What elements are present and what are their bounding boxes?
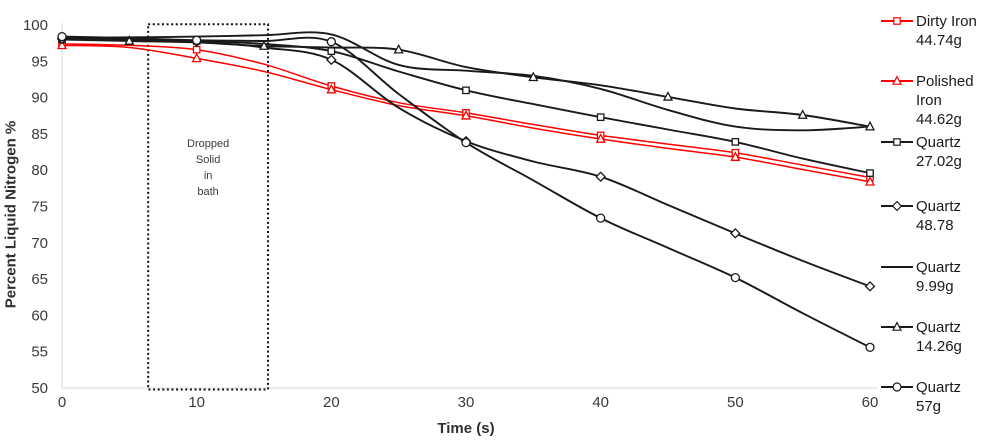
annotation-box (147, 23, 270, 391)
diamond-marker-icon (326, 54, 337, 66)
triangle-marker-icon (326, 83, 337, 94)
square-marker-icon (893, 17, 901, 25)
annotation-text: Solid (196, 154, 220, 166)
legend-label: Quartz 48.78 (916, 198, 962, 234)
circle-marker-icon (192, 35, 202, 45)
legend-square-icon (880, 14, 916, 33)
x-tick-label: 10 (188, 394, 205, 411)
legend-item-quartz-9-99g: Quartz 9.99g (880, 258, 961, 296)
legend-item-quartz-48-78: Quartz 48.78 (880, 197, 961, 235)
triangle-marker-icon (258, 40, 270, 50)
legend-label: Quartz 14.26g (916, 319, 962, 355)
y-tick-label: 70 (31, 235, 48, 252)
legend-label: Quartz 9.99g (916, 259, 962, 295)
x-tick-label: 0 (58, 394, 66, 411)
triangle-marker-icon (528, 71, 539, 82)
y-tick-label: 55 (31, 344, 48, 361)
diamond-marker-icon (891, 200, 903, 212)
circle-marker-icon (461, 137, 471, 148)
triangle-marker-icon (892, 321, 902, 331)
legend-line-icon (880, 260, 916, 279)
triangle-marker-icon (191, 52, 202, 63)
square-marker-icon (731, 138, 740, 146)
diamond-marker-icon (864, 281, 876, 292)
triangle-marker-icon (460, 109, 472, 120)
legend-label: Dirty Iron 44.74g (916, 13, 977, 49)
triangle-marker-icon (797, 109, 808, 119)
y-tick-label: 95 (31, 53, 48, 70)
x-tick-label: 30 (458, 394, 475, 411)
circle-marker-icon (892, 382, 902, 392)
triangle-marker-icon (393, 43, 404, 54)
y-tick-label: 60 (31, 307, 48, 324)
circle-marker-icon (326, 37, 336, 47)
triangle-marker-icon (864, 176, 876, 186)
square-marker-icon (866, 169, 874, 177)
series-line-quartz-57g (61, 35, 871, 349)
series-line-quartz-48-78 (61, 37, 871, 288)
y-tick-label: 65 (31, 271, 48, 288)
triangle-marker-icon (662, 91, 674, 101)
y-tick-label: 90 (31, 90, 48, 107)
annotation-text: bath (197, 186, 218, 198)
square-marker-icon (192, 45, 201, 54)
circle-marker-icon (596, 213, 606, 223)
square-marker-icon (327, 47, 336, 55)
x-tick-label: 60 (862, 394, 879, 411)
legend: Dirty Iron 44.74g Polished Iron 44.62g Qua… (880, 0, 1000, 445)
legend-circle-icon (880, 380, 916, 399)
square-marker-icon (596, 113, 605, 122)
diamond-marker-icon (595, 171, 606, 183)
x-axis-title: Time (s) (437, 420, 495, 437)
x-tick-label: 40 (592, 394, 609, 411)
y-tick-label: 80 (31, 162, 48, 179)
x-tick-label: 20 (323, 394, 340, 411)
y-tick-label: 85 (31, 126, 48, 143)
legend-diamond-icon (880, 199, 916, 218)
legend-triangle-icon (880, 320, 916, 339)
circle-marker-icon (730, 272, 740, 283)
y-axis-title: Percent Liquid Nitrogen % (2, 120, 20, 309)
legend-item-dirty-iron-44-74g: Dirty Iron 44.74g (880, 12, 977, 50)
y-tick-label: 100 (23, 17, 48, 34)
square-marker-icon (893, 138, 901, 146)
circle-marker-icon (57, 31, 67, 42)
triangle-marker-icon (595, 133, 606, 143)
legend-item-quartz-57g: Quartz 57g (880, 378, 961, 416)
series-line-quartz-27-02g (61, 38, 871, 175)
legend-square-icon (880, 135, 916, 154)
legend-triangle-icon (880, 74, 916, 93)
legend-label: Polished Iron 44.62g (916, 73, 974, 128)
triangle-marker-icon (864, 120, 876, 131)
legend-label: Quartz 57g (916, 379, 962, 415)
square-marker-icon (462, 86, 470, 95)
legend-item-quartz-27-02g: Quartz 27.02g (880, 133, 962, 171)
legend-item-quartz-14-26g: Quartz 14.26g (880, 318, 962, 356)
legend-item-polished-iron-44-62g: Polished Iron 44.62g (880, 72, 974, 129)
diamond-marker-icon (730, 228, 741, 239)
y-tick-label: 75 (31, 199, 48, 216)
y-tick-label: 50 (31, 380, 48, 397)
annotation-text: Dropped (187, 138, 229, 150)
triangle-marker-icon (56, 39, 68, 50)
triangle-marker-icon (124, 35, 135, 45)
legend-label: Quartz 27.02g (916, 134, 962, 170)
annotation-text: in (204, 170, 213, 182)
circle-marker-icon (865, 342, 875, 352)
x-tick-label: 50 (727, 394, 744, 411)
triangle-marker-icon (730, 151, 741, 161)
triangle-marker-icon (892, 75, 902, 85)
